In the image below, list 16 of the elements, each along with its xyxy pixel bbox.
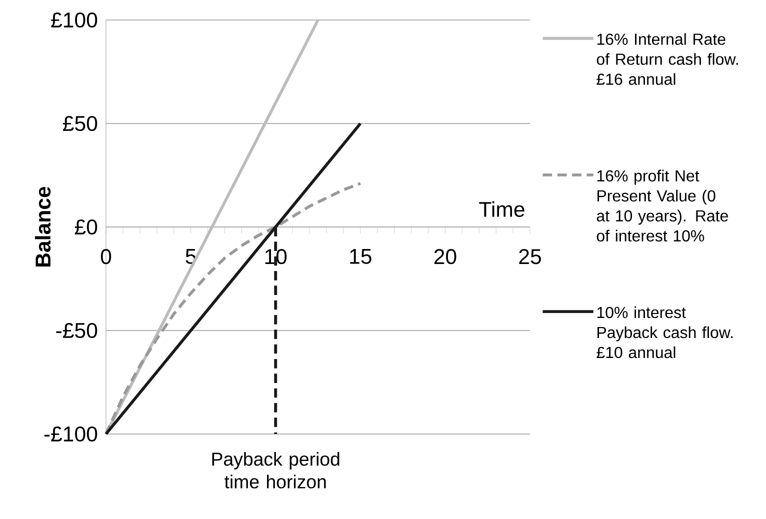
y-tick-label: -£100 [44,426,98,442]
y-axis-title: Balance [34,186,51,266]
y-tick-label: -£50 [56,322,98,338]
y-tick-label: £50 [62,116,98,132]
x-tick-label: 15 [350,249,372,264]
legend-label: 16% Internal Rate of Return cash flow. £16 annual [596,33,738,85]
x-tick-label: 0 [100,249,112,264]
x-tick-label: 20 [434,249,456,264]
y-tick-label: £0 [74,219,98,235]
legend-label: 10% interest Payback cash flow. £10 annual [596,306,733,358]
legend-label: 16% profit Net Present Value (0 at 10 years). Rate of interest 10% [596,170,728,242]
annotation: Payback period time horizon [212,452,340,488]
x-axis-title: Time [479,201,524,217]
y-tick-label: £100 [51,12,98,28]
x-tick-label: 10 [265,249,287,264]
x-tick-label: 25 [519,249,541,264]
